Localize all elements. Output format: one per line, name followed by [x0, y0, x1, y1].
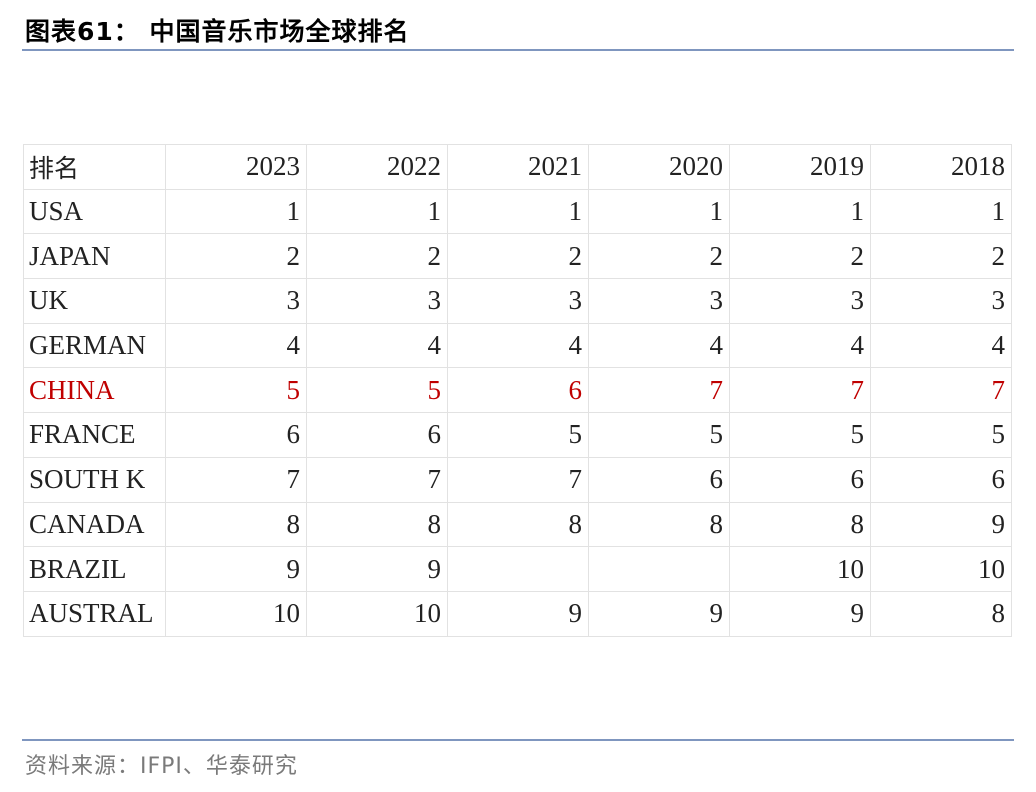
rank-cell: 6: [447, 367, 589, 414]
rank-cell: 3: [306, 278, 448, 324]
rank-cell: 8: [729, 501, 871, 548]
country-cell: CHINA: [23, 367, 166, 414]
rank-cell: 2: [588, 233, 730, 280]
rank-cell: 3: [447, 278, 589, 324]
rank-cell: 2: [447, 233, 589, 280]
ranking-table: 排名 2023 2022 2021 2020 2019 2018 USA 1 1 1 1…: [23, 144, 1012, 637]
rank-cell: 7: [870, 367, 1012, 414]
table-row: UK 3 3 3 3 3 3: [23, 278, 1012, 324]
footer-divider: [22, 739, 1014, 741]
year-header: 2023: [165, 144, 307, 190]
rank-cell: 10: [165, 590, 307, 637]
rank-cell: 5: [306, 367, 448, 414]
table-row: FRANCE 6 6 5 5 5 5: [23, 412, 1012, 458]
figure-title: 图表61： 中国音乐市场全球排名: [25, 17, 410, 46]
rank-cell: 1: [306, 188, 448, 235]
rank-cell: 4: [729, 322, 871, 369]
country-cell: JAPAN: [23, 233, 166, 280]
rank-cell: 9: [447, 590, 589, 637]
rank-cell: 8: [588, 501, 730, 548]
rank-cell: 9: [729, 590, 871, 637]
rank-cell: 5: [165, 367, 307, 414]
rank-cell: 7: [165, 456, 307, 503]
rank-cell: 1: [588, 188, 730, 235]
rank-cell: 3: [729, 278, 871, 324]
rank-cell: 3: [165, 278, 307, 324]
rank-cell: 1: [165, 188, 307, 235]
corner-header: 排名: [23, 144, 166, 190]
rank-cell: 2: [870, 233, 1012, 280]
rank-cell: 9: [588, 590, 730, 637]
rank-cell: 1: [870, 188, 1012, 235]
rank-cell: 2: [165, 233, 307, 280]
rank-cell: 8: [306, 501, 448, 548]
rank-cell: 6: [306, 412, 448, 458]
rank-cell: 7: [588, 367, 730, 414]
year-header: 2022: [306, 144, 448, 190]
country-cell: CANADA: [23, 501, 166, 548]
rank-cell: 4: [306, 322, 448, 369]
rank-cell: 5: [588, 412, 730, 458]
rank-cell: 10: [306, 590, 448, 637]
year-header: 2019: [729, 144, 871, 190]
country-cell: UK: [23, 278, 166, 324]
table-row: AUSTRAL 10 10 9 9 9 8: [23, 590, 1012, 637]
rank-cell: 6: [588, 456, 730, 503]
rank-cell: 9: [165, 546, 307, 592]
table-row: JAPAN 2 2 2 2 2 2: [23, 233, 1012, 280]
rank-cell: [588, 546, 730, 592]
rank-cell: 4: [588, 322, 730, 369]
country-cell: USA: [23, 188, 166, 235]
source-note: 资料来源：IFPI、华泰研究: [25, 754, 298, 779]
table-header-row: 排名 2023 2022 2021 2020 2019 2018: [23, 144, 1012, 190]
year-header: 2021: [447, 144, 589, 190]
rank-cell: [447, 546, 589, 592]
year-header: 2018: [870, 144, 1012, 190]
rank-cell: 4: [165, 322, 307, 369]
rank-cell: 8: [165, 501, 307, 548]
rank-cell: 6: [165, 412, 307, 458]
rank-cell: 9: [870, 501, 1012, 548]
rank-cell: 4: [447, 322, 589, 369]
country-cell: SOUTH K: [23, 456, 166, 503]
rank-cell: 2: [729, 233, 871, 280]
table-row: BRAZIL 9 9 10 10: [23, 546, 1012, 592]
rank-cell: 1: [729, 188, 871, 235]
rank-cell: 8: [447, 501, 589, 548]
table-row: USA 1 1 1 1 1 1: [23, 188, 1012, 235]
rank-cell: 8: [870, 590, 1012, 637]
table-row: CHINA 5 5 6 7 7 7: [23, 367, 1012, 414]
rank-cell: 6: [729, 456, 871, 503]
rank-cell: 5: [870, 412, 1012, 458]
rank-cell: 7: [447, 456, 589, 503]
rank-cell: 10: [729, 546, 871, 592]
year-header: 2020: [588, 144, 730, 190]
table-row: GERMAN 4 4 4 4 4 4: [23, 322, 1012, 369]
rank-cell: 3: [870, 278, 1012, 324]
rank-cell: 5: [447, 412, 589, 458]
rank-cell: 4: [870, 322, 1012, 369]
rank-cell: 10: [870, 546, 1012, 592]
country-cell: GERMAN: [23, 322, 166, 369]
rank-cell: 1: [447, 188, 589, 235]
rank-cell: 5: [729, 412, 871, 458]
rank-cell: 9: [306, 546, 448, 592]
title-divider: [22, 49, 1014, 51]
country-cell: BRAZIL: [23, 546, 166, 592]
rank-cell: 2: [306, 233, 448, 280]
rank-cell: 7: [729, 367, 871, 414]
country-cell: AUSTRAL: [23, 590, 166, 637]
rank-cell: 6: [870, 456, 1012, 503]
rank-cell: 3: [588, 278, 730, 324]
table-row: CANADA 8 8 8 8 8 9: [23, 501, 1012, 548]
country-cell: FRANCE: [23, 412, 166, 458]
rank-cell: 7: [306, 456, 448, 503]
